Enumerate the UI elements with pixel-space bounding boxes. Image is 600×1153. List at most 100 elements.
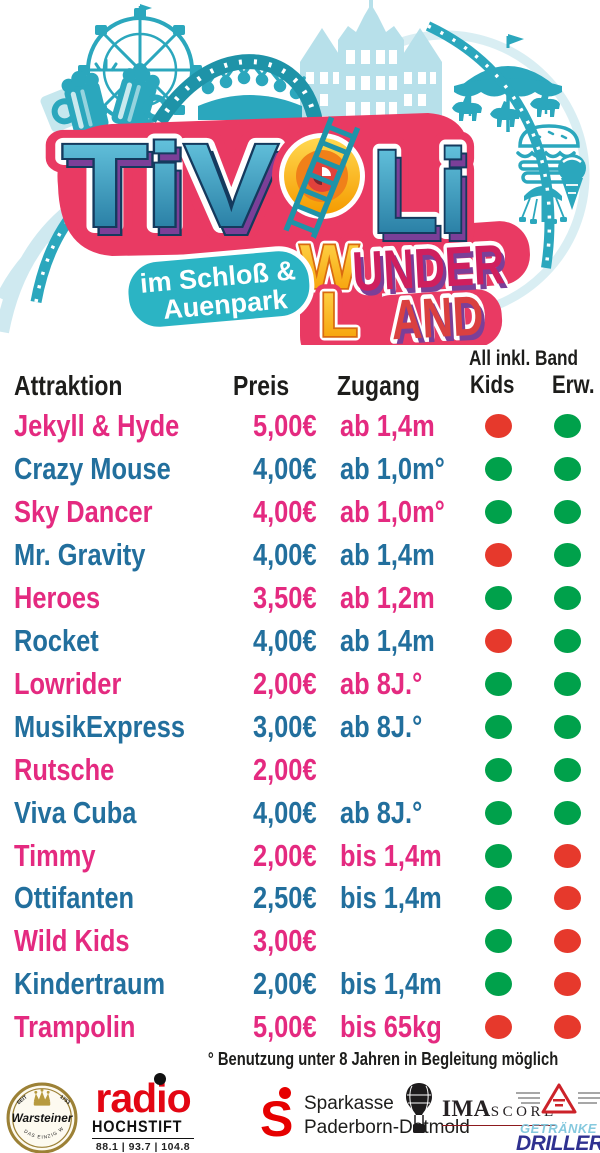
table-row: Rocket 4,00€ ab 1,4m: [0, 619, 600, 662]
adult-band-dot: [554, 714, 581, 739]
adult-band-dot: [554, 414, 581, 438]
attraction-name: Lowrider: [14, 665, 122, 701]
kids-band-dot: [485, 414, 512, 438]
attraction-price: 2,00€: [253, 837, 317, 873]
table-row: Sky Dancer 4,00€ ab 1,0m°: [0, 490, 600, 533]
svg-text:Warsteiner: Warsteiner: [12, 1111, 74, 1125]
attraction-access: bis 65kg: [340, 1009, 442, 1045]
attraction-price: 3,50€: [253, 579, 317, 615]
attraction-access: ab 1,4m: [340, 622, 435, 658]
svg-text:L: L: [320, 281, 358, 345]
attraction-access: ab 8J.°: [340, 708, 423, 744]
attraction-price: 2,50€: [253, 880, 317, 916]
rollercoaster-track-icon: [151, 54, 324, 128]
svg-text:L: L: [320, 281, 358, 345]
attraction-access: bis 1,4m: [340, 880, 442, 916]
kids-band-dot: [485, 671, 512, 696]
table-row: Heroes 3,50€ ab 1,2m: [0, 576, 600, 619]
logo-text-tiv: TiV TiV TiV TiV: [47, 105, 293, 267]
kids-band-dot: [485, 757, 512, 782]
driller-line2: DRILLER: [516, 1132, 600, 1153]
attraction-access: ab 1,4m: [340, 536, 435, 572]
kids-band-dot: [485, 886, 512, 911]
attraction-name: Timmy: [14, 837, 96, 873]
svg-text:L: L: [320, 281, 358, 345]
table-row: MusikExpress 3,00€ ab 8J.°: [0, 705, 600, 748]
logo-text-land: AND AND AND: [385, 279, 489, 345]
attraction-name: Viva Cuba: [14, 794, 137, 830]
adult-band-dot: [554, 499, 581, 524]
adult-band-dot: [554, 671, 581, 696]
table-row: Rutsche 2,00€: [0, 748, 600, 791]
logo-text-wunder: UNDER UNDER UNDER: [346, 228, 510, 308]
adult-band-dot: [554, 843, 581, 868]
attraction-access: ab 1,0m°: [340, 493, 445, 529]
icecream-icon: [558, 154, 586, 210]
sparkasse-name: Sparkasse: [304, 1093, 394, 1114]
kids-band-dot: [485, 542, 512, 567]
kids-band-dot: [485, 800, 512, 825]
attraction-access: ab 8J.°: [340, 794, 423, 830]
svg-text:AND: AND: [390, 283, 485, 345]
adult-band-dot: [554, 585, 581, 610]
table-row: Lowrider 2,00€ ab 8J.°: [0, 662, 600, 705]
attraction-name: Trampolin: [14, 1009, 136, 1045]
imascore-logo: IMASCORE: [404, 1082, 557, 1138]
radio-frequencies: 88.1 | 93.7 | 104.8: [92, 1138, 194, 1153]
svg-text:1753: 1753: [58, 1094, 71, 1106]
sparkasse-s-icon: S: [260, 1087, 293, 1140]
attraction-name: Wild Kids: [14, 923, 130, 959]
kids-band-dot: [485, 456, 512, 481]
attraction-price: 4,00€: [253, 493, 317, 529]
radio-wordmark: radio: [95, 1073, 192, 1121]
adult-band-dot: [554, 886, 581, 911]
attraction-price: 4,00€: [253, 536, 317, 572]
adult-band-dot: [554, 800, 581, 825]
attraction-price: 2,00€: [253, 751, 317, 787]
header-illustration: TiV TiV TiV TiV Li Li Li Li: [0, 0, 590, 345]
attraction-name: Rutsche: [14, 751, 115, 787]
attraction-name: Heroes: [14, 579, 101, 615]
logo-text-li: Li Li Li Li: [357, 111, 483, 273]
kids-band-dot: [485, 929, 512, 954]
svg-text:TiV: TiV: [62, 120, 278, 252]
kids-band-dot: [485, 628, 512, 653]
warsteiner-logo: SEIT 1753 Warsteiner DAS EINZIG WAHRE: [4, 1078, 78, 1153]
attraction-access: ab 8J.°: [340, 665, 423, 701]
balloon-icon: [406, 1083, 432, 1133]
svg-text:UNDER: UNDER: [354, 237, 509, 308]
svg-text:AND: AND: [393, 288, 488, 345]
svg-text:Li: Li: [372, 126, 468, 258]
table-row: Timmy 2,00€ bis 1,4m: [0, 834, 600, 877]
crown-icon: [33, 1088, 51, 1106]
adult-band-dot: [554, 542, 581, 567]
driller-triangle-icon: [516, 1083, 600, 1114]
svg-text:S: S: [260, 1091, 293, 1140]
table-row: Ottifanten 2,50€ bis 1,4m: [0, 876, 600, 919]
attraction-access: ab 1,4m: [340, 408, 435, 443]
column-header-access: Zugang: [337, 370, 420, 401]
column-header-kids: Kids: [470, 371, 515, 399]
table-row: Viva Cuba 4,00€ ab 8J.°: [0, 791, 600, 834]
table-row: Mr. Gravity 4,00€ ab 1,4m: [0, 533, 600, 576]
attraction-price: 3,00€: [253, 923, 317, 959]
adult-band-dot: [554, 972, 581, 997]
svg-text:TiV: TiV: [62, 120, 278, 252]
attraction-name: Sky Dancer: [14, 493, 153, 529]
svg-text:Li: Li: [372, 126, 468, 258]
adult-band-dot: [554, 1015, 581, 1040]
attraction-access: ab 1,2m: [340, 579, 435, 615]
kids-band-dot: [485, 972, 512, 997]
attraction-name: Mr. Gravity: [14, 536, 146, 572]
antenna-dot-icon: [154, 1073, 166, 1085]
imascore-wordmark: IMASCORE: [442, 1082, 557, 1126]
attraction-price: 5,00€: [253, 408, 317, 443]
kids-band-dot: [485, 585, 512, 610]
sparkasse-region: Paderborn-Detmold: [304, 1117, 470, 1138]
adult-band-dot: [554, 456, 581, 481]
svg-text:TiV: TiV: [67, 128, 283, 260]
svg-text:UNDER: UNDER: [351, 232, 506, 303]
ladder-track-icon: [283, 116, 361, 242]
sparkasse-logo: S Sparkasse Paderborn-Detmold: [260, 1086, 470, 1140]
